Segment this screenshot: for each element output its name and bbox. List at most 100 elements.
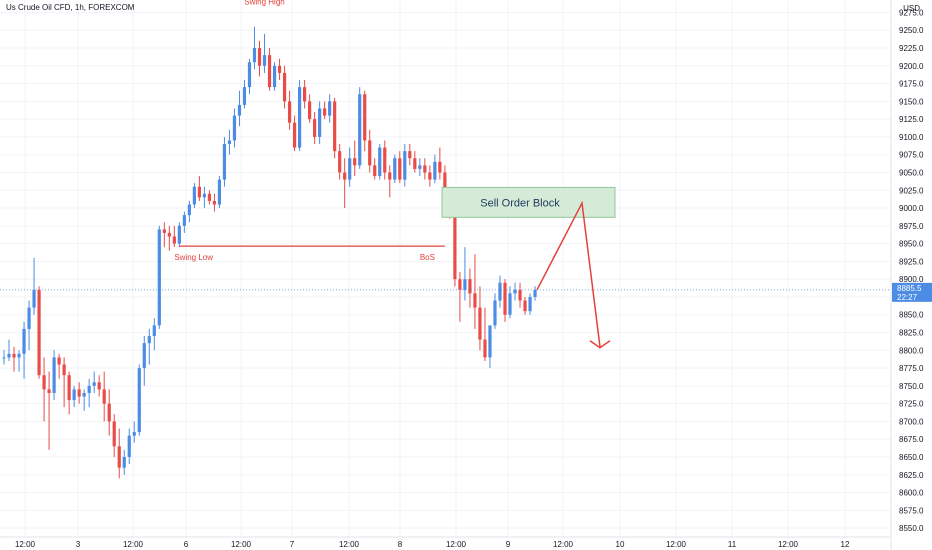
candle-body [242,87,247,105]
candle-body [112,421,116,447]
time-tick-label: 12:00 [339,540,360,549]
candle-body [463,279,467,290]
candle-body [32,289,36,308]
price-tick-label: 9075.0 [899,151,924,160]
candle-body [62,364,66,376]
candle-body [533,289,537,297]
candle-body [222,144,227,180]
time-tick-label: 10 [616,540,625,549]
candle-body [257,48,262,66]
candle-body [57,357,61,365]
candle-body [473,293,477,308]
candle-body [247,62,252,88]
price-tick-label: 8625.0 [899,471,924,480]
swing-low-label: Swing Low [174,253,213,262]
candle-body [232,115,237,141]
annotations: Swing High Swing Low BoS Sell Order Block [174,0,616,349]
candle-body [503,282,507,315]
time-tick-label: 12 [841,540,850,549]
candle-body [403,151,407,180]
candle-body [308,101,312,120]
price-tick-label: 9175.0 [899,80,924,89]
candle-body [513,289,517,294]
symbol-title: Us Crude Oil CFD, 1h, FOREXCOM [6,3,135,12]
candle-body [17,353,21,358]
candle-body [2,357,6,359]
candle-body [47,389,51,393]
candle-body [177,225,181,244]
candle-body [287,101,292,123]
time-tick-label: 12:00 [446,540,467,549]
candle-body [353,158,357,166]
candle-body [408,151,412,159]
price-tick-label: 8950.0 [899,240,924,249]
candle-body [262,55,267,66]
candle-body [388,172,392,180]
candle-body [518,289,522,301]
price-tick-label: 9125.0 [899,115,924,124]
candle-body [328,101,332,116]
candle-body [383,147,387,173]
candle-body [42,375,46,390]
price-tick-label: 8575.0 [899,506,924,515]
price-tick-label: 8975.0 [899,222,924,231]
candle-body [358,94,362,166]
time-tick-label: 6 [184,540,189,549]
candle-body [508,293,512,315]
candle-body [192,186,196,205]
candle-body [313,119,317,137]
candle-body [197,186,201,198]
time-tick-label: 12:00 [231,540,252,549]
candle-body [498,282,502,301]
candlesticks [0,26,891,479]
time-axis[interactable]: 12:00 3 12:00 6 12:00 7 12:00 8 12:00 9 12:00 10 12:… [15,540,850,549]
candle-body [338,151,342,173]
price-tick-label: 8750.0 [899,382,924,391]
candle-body [27,307,31,329]
price-axis[interactable]: 8550.0 8575.0 8600.0 8625.0 8650.0 8675.0 8700… [892,8,932,533]
candle-body [37,289,41,376]
time-tick-label: 12:00 [778,540,799,549]
candle-body [318,108,322,137]
candle-body [102,389,106,404]
candle-body [122,456,126,468]
candle-body [237,104,242,116]
price-tick-label: 9000.0 [899,204,924,213]
candle-body [277,65,282,73]
candle-body [438,161,442,173]
price-tick-label: 8700.0 [899,417,924,426]
candle-body [348,158,352,180]
candle-body [483,339,487,358]
candle-body [162,229,166,233]
candle-body [142,343,146,369]
candle-body [272,65,277,88]
candle-body [423,165,427,173]
candle-body [172,236,176,244]
candle-body [117,446,121,468]
currency-label: USD [903,4,920,13]
candle-body [292,122,297,148]
price-tick-label: 8925.0 [899,257,924,266]
candle-body [303,87,307,102]
current-price-tag [892,282,932,302]
candle-body [187,204,191,216]
time-tick-label: 12:00 [666,540,687,549]
time-tick-label: 9 [506,540,511,549]
time-tick-label: 7 [290,540,295,549]
candle-body [343,172,347,180]
candle-body [373,165,377,177]
candle-body [82,392,86,397]
price-tick-label: 8600.0 [899,489,924,498]
projection-arrowhead [589,340,611,349]
candle-body [428,172,432,180]
price-tick-label: 8725.0 [899,400,924,409]
candle-body [137,368,141,433]
candle-body [458,279,462,290]
candle-body [217,179,222,205]
candle-body [267,55,272,88]
price-tick-label: 8675.0 [899,435,924,444]
price-tick-label: 9025.0 [899,186,924,195]
candle-body [77,389,81,397]
candle-body [418,165,422,169]
